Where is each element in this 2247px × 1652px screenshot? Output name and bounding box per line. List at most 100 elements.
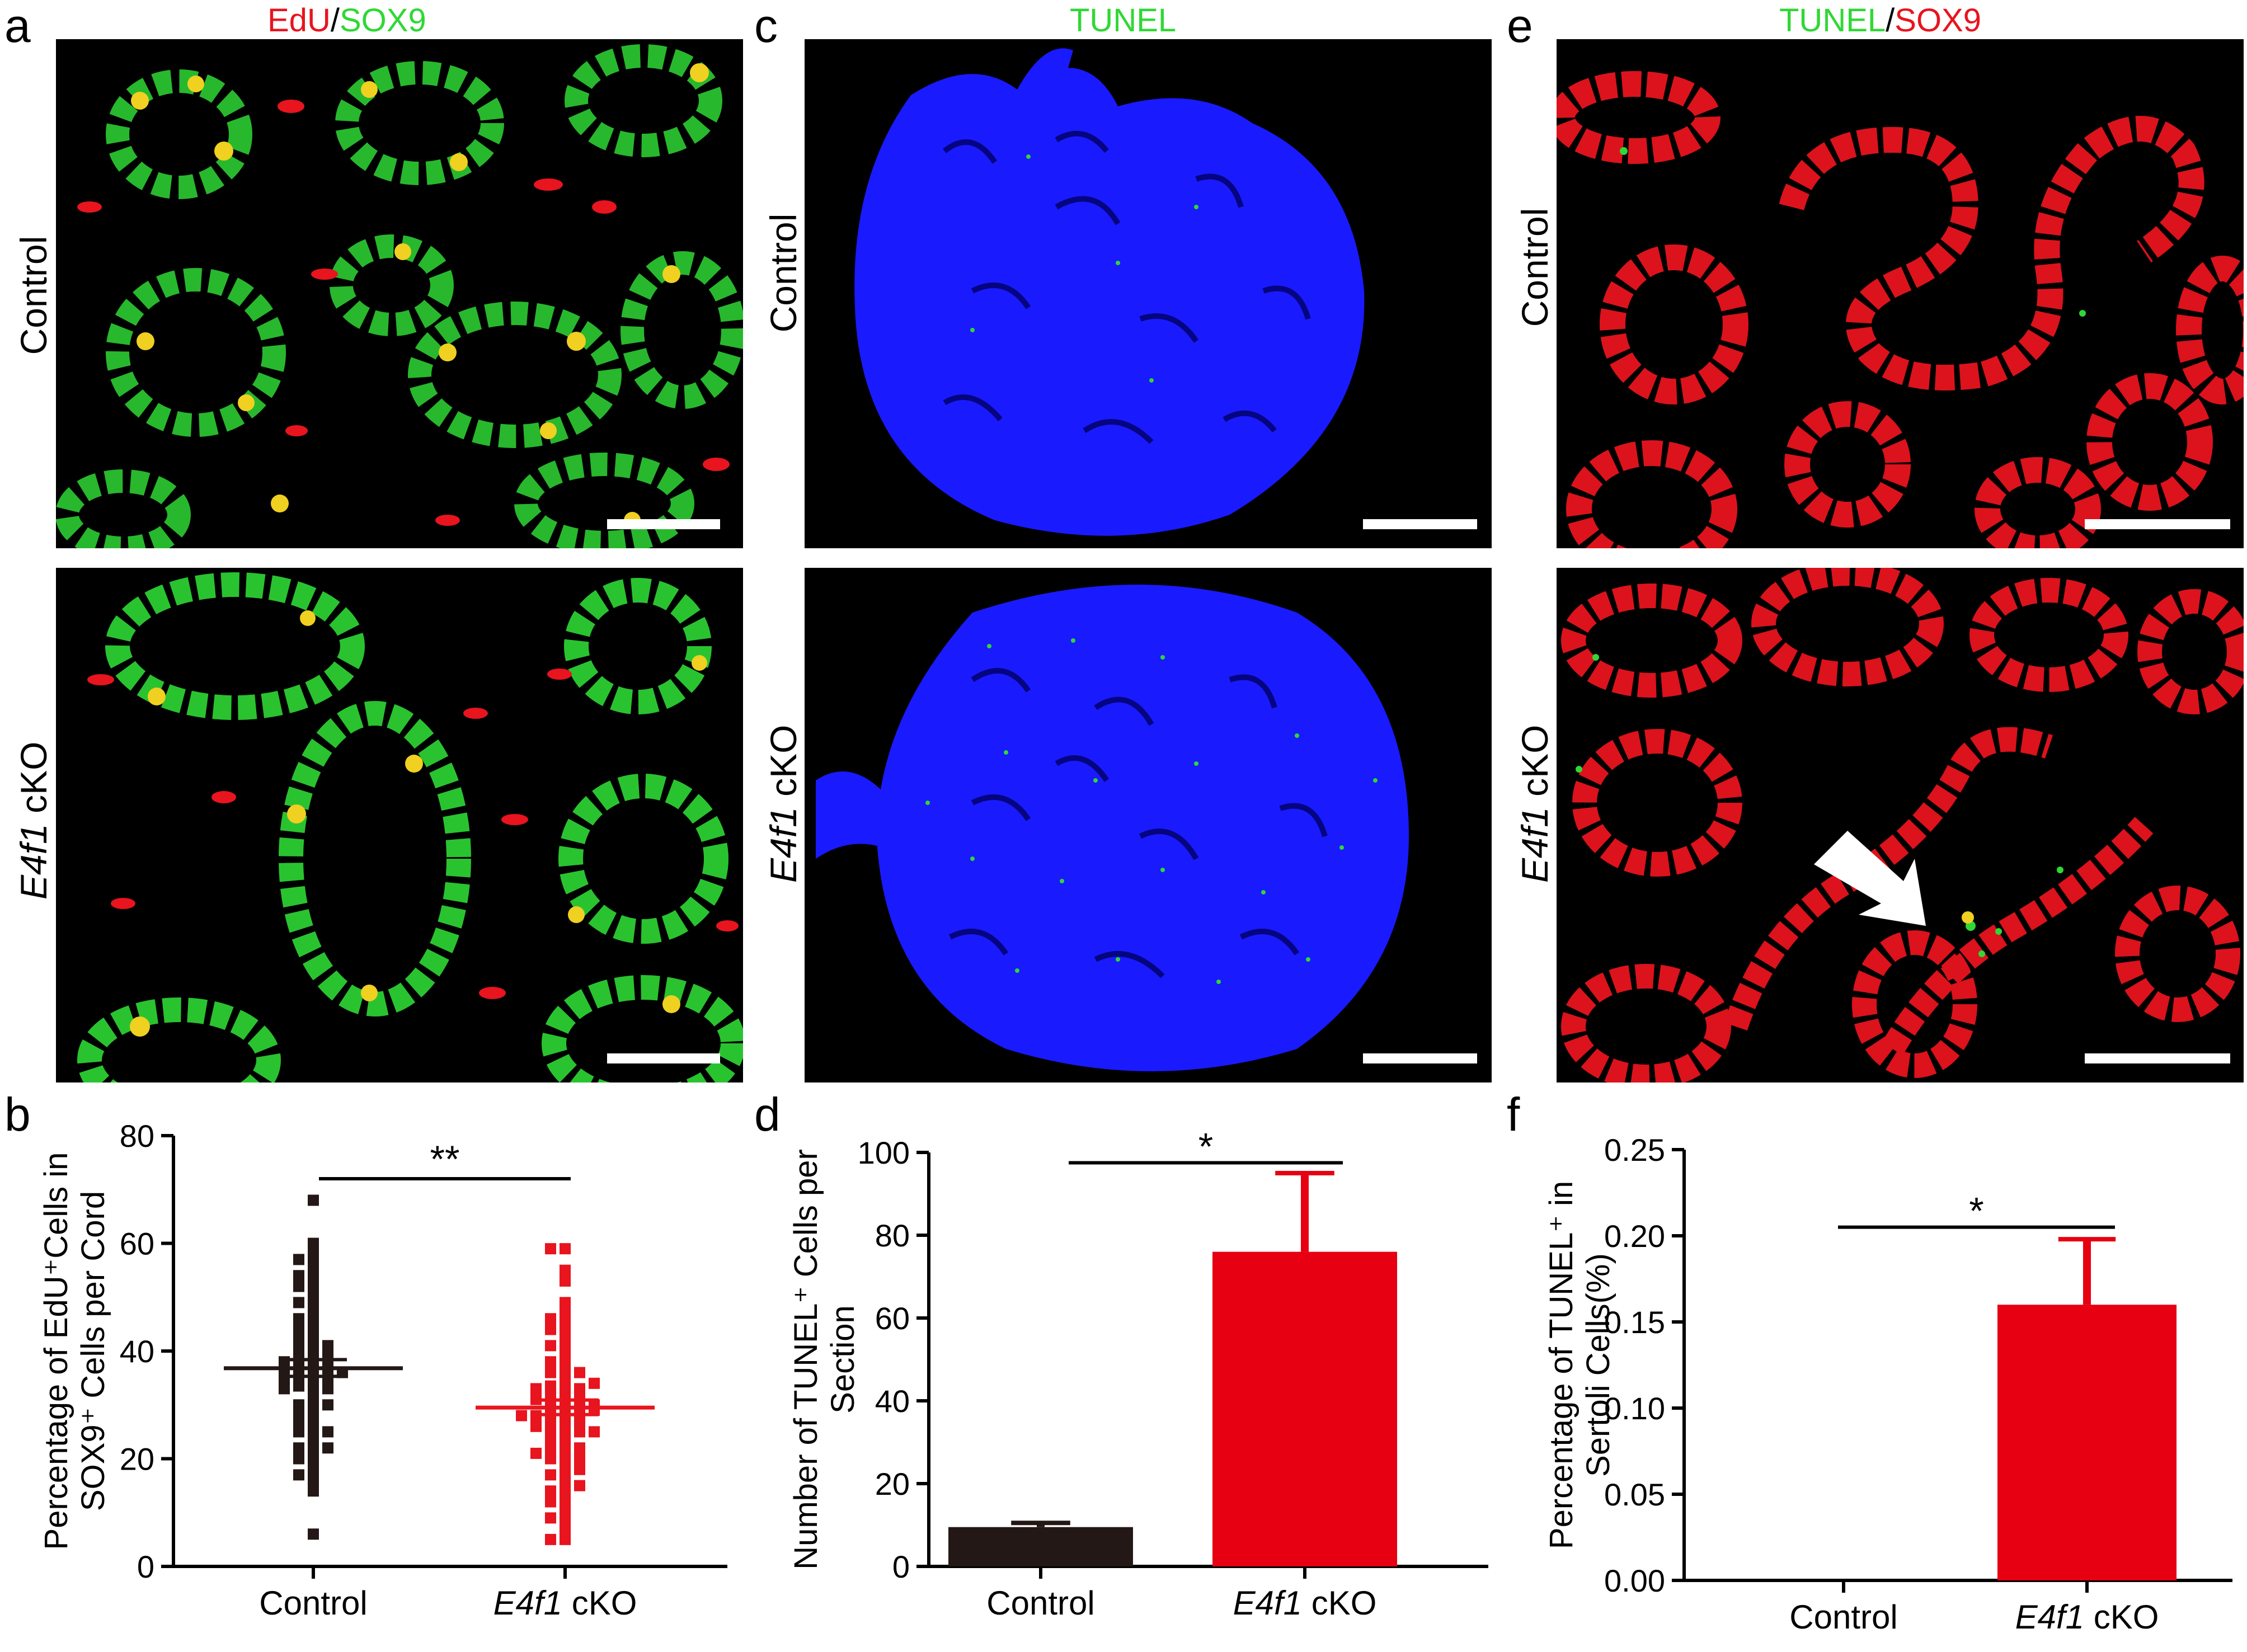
data-point (545, 1324, 556, 1335)
data-point (574, 1367, 585, 1378)
y-axis-label: Number of TUNEL⁺ Cells perSection (788, 1149, 861, 1570)
sox9-label: SOX9 (1895, 2, 1982, 39)
y-axis-label-line1: Number of TUNEL⁺ Cells per (788, 1149, 824, 1570)
data-point (308, 1237, 319, 1249)
data-point (545, 1469, 556, 1481)
data-point (545, 1432, 556, 1443)
y-tick-label: 20 (120, 1442, 154, 1477)
data-point (560, 1264, 571, 1276)
y-axis-label-line2: Sertoli Cells(%) (1580, 1253, 1616, 1477)
y-tick-label: 0.05 (1604, 1477, 1665, 1512)
data-point (589, 1377, 600, 1389)
data-point (545, 1313, 556, 1325)
data-point (545, 1243, 556, 1255)
data-point (293, 1329, 304, 1341)
data-point (293, 1399, 304, 1411)
data-point (545, 1485, 556, 1497)
data-point (293, 1469, 304, 1481)
x-category-label: Control (1789, 1598, 1897, 1636)
data-point (293, 1281, 304, 1292)
y-tick-label: 0.20 (1604, 1218, 1665, 1254)
x-category-label: E4f1 cKO (2015, 1598, 2159, 1636)
data-point (308, 1475, 319, 1486)
sox9-label: SOX9 (339, 2, 426, 39)
y-tick-label: 0.10 (1604, 1391, 1665, 1426)
data-point (560, 1361, 571, 1373)
data-point (574, 1442, 585, 1454)
data-point (530, 1420, 542, 1432)
data-point (560, 1523, 571, 1535)
genotype-suffix: cKO (1514, 724, 1555, 807)
data-point (560, 1447, 571, 1459)
row-label-e-control: Control (1514, 208, 1555, 327)
bar (1212, 1251, 1397, 1566)
data-point (293, 1442, 304, 1454)
data-point (308, 1485, 319, 1497)
data-point (308, 1420, 319, 1432)
data-point (308, 1437, 319, 1448)
significance-marker: * (1969, 1190, 1983, 1232)
data-point (293, 1270, 304, 1282)
data-point (545, 1356, 556, 1368)
data-point (560, 1350, 571, 1362)
data-point (308, 1275, 319, 1287)
data-point (560, 1463, 571, 1475)
micrograph-c-control (805, 39, 1492, 548)
data-point (545, 1512, 556, 1524)
micrograph-c-cko (805, 568, 1492, 1082)
gene-name: E4f1 (493, 1584, 562, 1622)
data-point (574, 1480, 585, 1491)
data-point (322, 1399, 333, 1411)
x-category-label: Control (986, 1584, 1094, 1622)
row-label-c-control: Control (763, 213, 804, 333)
data-point (308, 1264, 319, 1276)
bar (1997, 1305, 2177, 1580)
data-point (308, 1447, 319, 1459)
genotype-suffix: cKO (1302, 1584, 1376, 1622)
tunel-label: TUNEL (1779, 2, 1886, 39)
chart-f-svg: 0.00 0.05 0.10 0.15 0.20 0.25 Control E4f1 cKO P… (1543, 1132, 2232, 1636)
data-point (574, 1463, 585, 1475)
gene-name: E4f1 (2015, 1598, 2084, 1636)
data-point (560, 1420, 571, 1432)
data-point (293, 1426, 304, 1438)
y-tick-label: 80 (120, 1118, 154, 1154)
data-point (293, 1297, 304, 1309)
genotype-suffix: cKO (13, 741, 54, 824)
data-point (308, 1404, 319, 1416)
data-point (293, 1380, 304, 1392)
data-point (279, 1383, 290, 1395)
data-point (545, 1496, 556, 1508)
x-category-label: Control (259, 1584, 367, 1622)
data-point (574, 1426, 585, 1438)
scale-bar-e-cko (2085, 1053, 2230, 1063)
chart-d: 0 20 40 60 80 100 Control E4f1 cKO Number of TUN… (750, 1096, 1499, 1650)
row-label-a-cko: E4f1 cKO (12, 742, 55, 900)
y-axis-label-line2: Section (825, 1305, 861, 1413)
data-point (308, 1318, 319, 1330)
gene-name: E4f1 (763, 807, 804, 883)
micrograph-a-cko-image (77, 572, 743, 1082)
data-point (560, 1275, 571, 1287)
data-point (322, 1340, 333, 1352)
genotype-suffix: cKO (2084, 1598, 2159, 1636)
panel-e-stain-title: TUNEL/SOX9 (1779, 4, 1981, 37)
panel-letter-b: b (4, 1088, 31, 1141)
y-tick-label: 40 (120, 1334, 154, 1369)
data-point (322, 1383, 333, 1395)
y-tick-label: 0.25 (1604, 1132, 1665, 1168)
micrograph-c-control-image (854, 48, 1365, 536)
genotype-suffix: cKO (763, 724, 804, 807)
data-point (308, 1463, 319, 1475)
chart-b-svg: 0 20 40 60 80 Control E4f1 cKO Percentage of Ed… (38, 1118, 727, 1622)
scale-bar-e-control (2085, 519, 2230, 529)
title-separator: / (330, 2, 340, 39)
data-point (545, 1533, 556, 1545)
y-axis-label: Percentage of EdU⁺Cells inSOX9⁺ Cells pe… (38, 1152, 111, 1550)
data-point (545, 1367, 556, 1378)
panel-letter-d: d (754, 1088, 781, 1141)
y-tick-label: 0 (137, 1549, 154, 1584)
panel-letter-c: c (754, 0, 778, 52)
title-separator: / (1886, 2, 1895, 39)
bar (948, 1527, 1133, 1566)
